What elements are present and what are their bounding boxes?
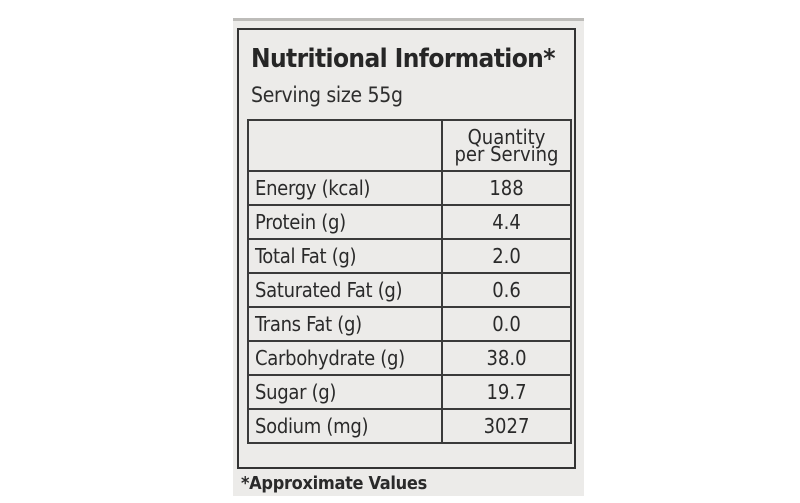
nutrient-name: Trans Fat (g) [247, 306, 443, 342]
nutrient-name: Sodium (mg) [247, 408, 443, 444]
package-edge [233, 18, 584, 21]
table-row: Total Fat (g) 2.0 [247, 238, 572, 274]
nutrient-value: 0.0 [441, 306, 572, 342]
nutrient-value: 0.6 [441, 272, 572, 308]
quantity-header-line1: Quantity [467, 124, 546, 149]
label-title: Nutritional Information* [251, 44, 555, 74]
quantity-header-line2: per Serving [454, 141, 559, 166]
nutrition-panel: Nutritional Information* Serving size 55… [237, 28, 576, 469]
table-row: Trans Fat (g) 0.0 [247, 306, 572, 342]
table-row: Protein (g) 4.4 [247, 204, 572, 240]
nutrient-name: Saturated Fat (g) [247, 272, 443, 308]
serving-size: Serving size 55g [251, 83, 403, 107]
table-row: Saturated Fat (g) 0.6 [247, 272, 572, 308]
table-header-row: Quantity per Serving [247, 119, 572, 172]
table-row: Sodium (mg) 3027 [247, 408, 572, 444]
header-empty-cell [247, 119, 443, 172]
nutrient-value: 188 [441, 170, 572, 206]
nutrient-value: 3027 [441, 408, 572, 444]
table-row: Energy (kcal) 188 [247, 170, 572, 206]
nutrition-table: Quantity per Serving Energy (kcal) 188 P… [247, 119, 572, 444]
nutrient-name: Total Fat (g) [247, 238, 443, 274]
quantity-header: Quantity per Serving [441, 119, 572, 172]
nutrient-value: 19.7 [441, 374, 572, 410]
nutrient-value: 4.4 [441, 204, 572, 240]
nutrient-name: Carbohydrate (g) [247, 340, 443, 376]
footnote: *Approximate Values [241, 473, 427, 494]
nutrient-value: 2.0 [441, 238, 572, 274]
nutrient-name: Protein (g) [247, 204, 443, 240]
table-row: Sugar (g) 19.7 [247, 374, 572, 410]
nutrient-name: Sugar (g) [247, 374, 443, 410]
nutrient-value: 38.0 [441, 340, 572, 376]
table-row: Carbohydrate (g) 38.0 [247, 340, 572, 376]
nutrient-name: Energy (kcal) [247, 170, 443, 206]
nutrition-label: Nutritional Information* Serving size 55… [233, 18, 584, 496]
